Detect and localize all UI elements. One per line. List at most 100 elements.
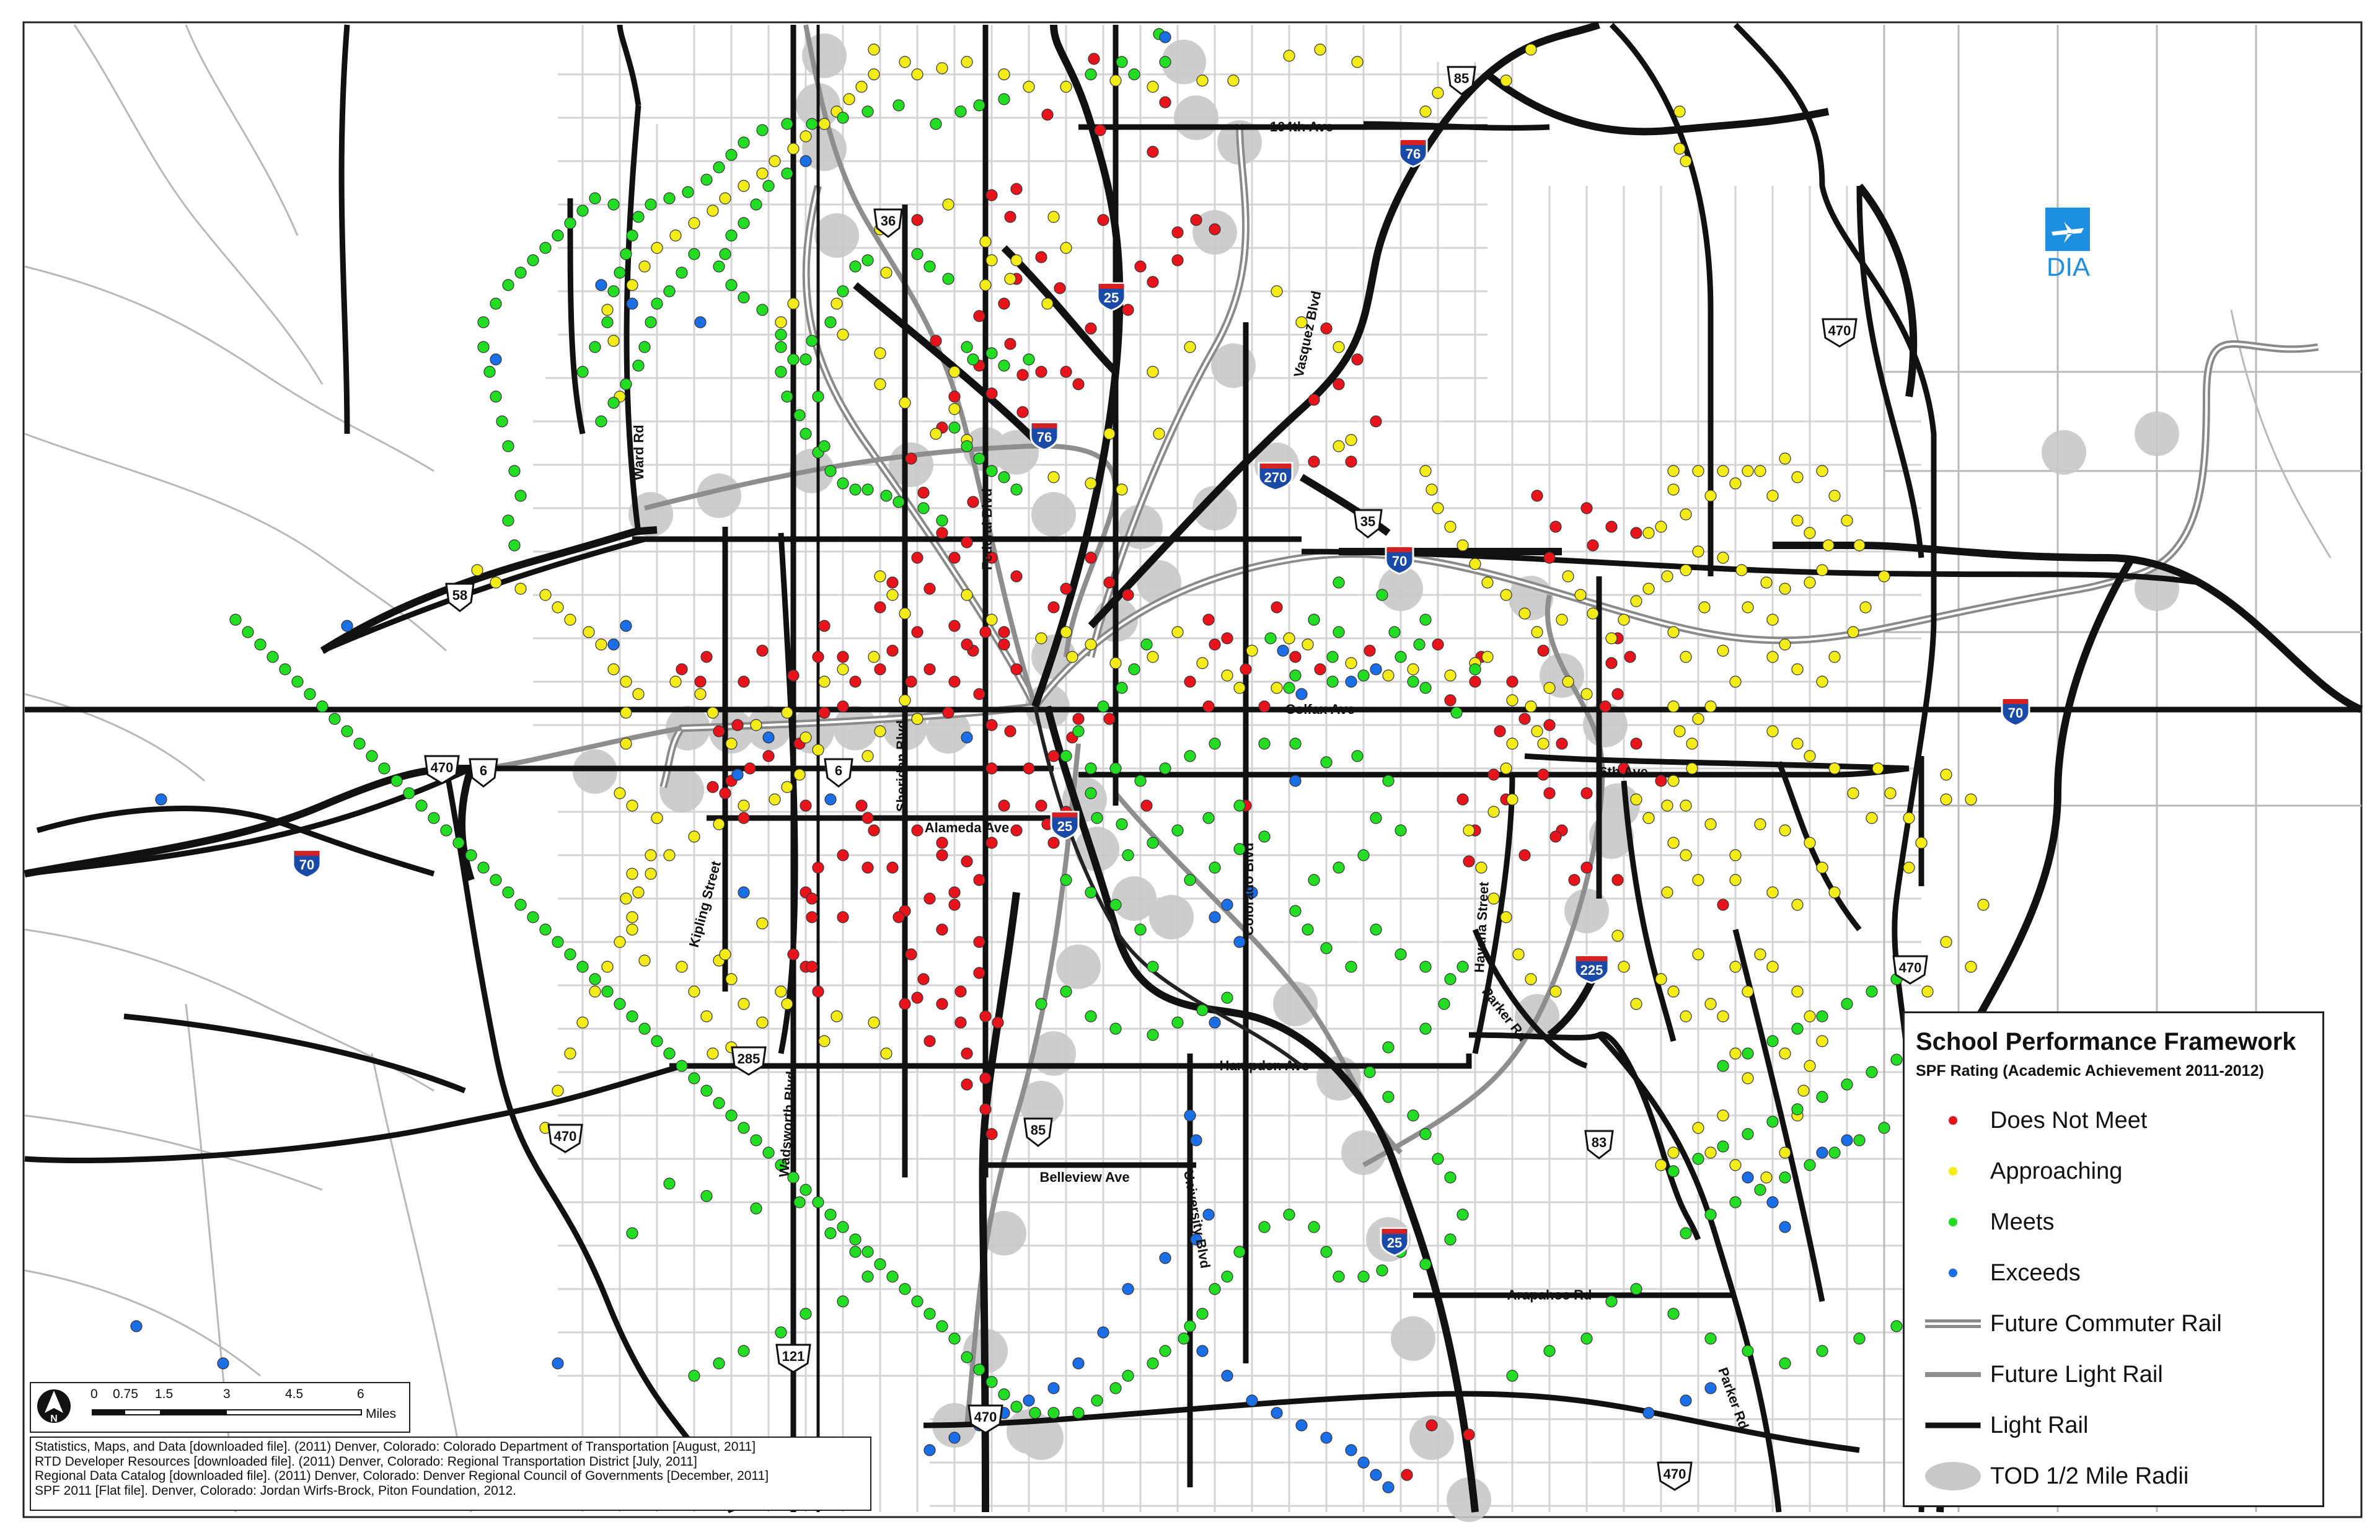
school-dot-meets: [1147, 961, 1159, 973]
school-dot-approaching: [1655, 521, 1667, 533]
school-dot-does-not-meet: [985, 719, 998, 731]
school-dot-meets: [1816, 1010, 1828, 1023]
school-dot-meets: [1667, 1165, 1680, 1177]
school-dot-approaching: [1611, 930, 1624, 942]
school-dot-does-not-meet: [1518, 713, 1531, 725]
legend-item-meets: Meets: [1916, 1197, 2311, 1247]
school-dot-approaching: [1921, 985, 1934, 998]
school-dot-meets: [1388, 626, 1401, 638]
scale-tick-label: 0: [90, 1387, 98, 1401]
school-dot-exceeds: [1277, 645, 1289, 657]
school-dot-approaching: [1518, 607, 1531, 620]
school-dot-meets: [601, 985, 614, 998]
school-dot-approaching: [1791, 899, 1804, 911]
school-dot-approaching: [1853, 539, 1866, 552]
school-dot-meets: [917, 502, 930, 514]
school-dot-meets: [1109, 762, 1122, 775]
school-dot-approaching: [787, 143, 800, 155]
school-dot-does-not-meet: [1364, 645, 1376, 657]
school-dot-does-not-meet: [985, 1128, 998, 1140]
school-dot-meets: [862, 105, 874, 118]
school-dot-meets: [700, 1085, 713, 1097]
legend-subtitle: SPF Rating (Academic Achievement 2011-20…: [1916, 1062, 2264, 1080]
legend-title: School Performance Framework: [1916, 1028, 2296, 1055]
school-dot-does-not-meet: [756, 645, 769, 657]
school-dot-approaching: [620, 675, 632, 688]
school-dot-approaching: [1729, 1159, 1742, 1171]
school-dot-meets: [465, 849, 477, 861]
school-dot-meets: [514, 266, 527, 279]
school-dot-does-not-meet: [1599, 700, 1611, 713]
school-dot-approaching: [1500, 74, 1512, 87]
school-dot-approaching: [1872, 762, 1884, 775]
school-dot-approaching: [868, 1016, 880, 1029]
school-dot-approaching: [1407, 663, 1419, 675]
school-dot-meets: [576, 366, 589, 378]
school-dot-does-not-meet: [1506, 675, 1518, 688]
shield-number: 83: [1592, 1135, 1606, 1150]
school-dot-meets: [1357, 1270, 1370, 1283]
school-dot-approaching: [607, 335, 620, 347]
school-dot-meets: [998, 93, 1010, 105]
school-dot-does-not-meet: [985, 837, 998, 849]
school-dot-approaching: [1804, 1010, 1816, 1023]
school-dot-meets: [1841, 998, 1853, 1010]
school-dot-approaching: [1432, 502, 1444, 514]
school-dot-does-not-meet: [948, 552, 961, 564]
school-dot-approaching: [942, 198, 954, 211]
school-dot-meets: [514, 899, 527, 911]
school-dot-meets: [254, 638, 267, 651]
school-dot-does-not-meet: [1469, 675, 1481, 688]
school-dot-approaching: [1500, 911, 1512, 923]
tod-radius: [833, 706, 878, 750]
school-dot-meets: [738, 291, 750, 304]
school-dot-does-not-meet: [936, 849, 948, 861]
school-dot-approaching: [862, 750, 874, 762]
school-dot-approaching: [1227, 74, 1240, 87]
school-dot-does-not-meet: [806, 892, 818, 905]
school-dot-meets: [1134, 923, 1147, 936]
school-dot-approaching: [614, 936, 626, 948]
school-dot-meets: [787, 353, 800, 366]
shield-number: 225: [1580, 962, 1603, 978]
school-dot-meets: [1233, 843, 1246, 855]
tod-radius: [2042, 430, 2086, 475]
school-dot-does-not-meet: [905, 452, 917, 465]
school-dot-does-not-meet: [1549, 830, 1562, 843]
school-dot-does-not-meet: [1085, 322, 1097, 335]
school-dot-exceeds: [1295, 1419, 1308, 1432]
school-dot-approaching: [1655, 1159, 1667, 1171]
school-dot-meets: [1320, 756, 1333, 768]
school-dot-does-not-meet: [700, 651, 713, 663]
school-dot-meets: [477, 316, 490, 328]
legend-label: Future Commuter Rail: [1990, 1310, 2222, 1337]
school-dot-does-not-meet: [923, 583, 936, 595]
school-dot-approaching: [1667, 700, 1680, 713]
school-dot-meets: [1320, 942, 1333, 954]
school-dot-meets: [985, 465, 998, 477]
school-dot-meets: [614, 266, 626, 279]
school-dot-meets: [1444, 1233, 1457, 1246]
school-dot-does-not-meet: [1035, 251, 1047, 263]
school-dot-approaching: [1680, 564, 1692, 576]
tod-radius: [1112, 876, 1157, 921]
school-dot-exceeds: [1680, 1394, 1692, 1407]
school-dot-meets: [1704, 1208, 1717, 1221]
school-dot-meets: [688, 1072, 700, 1085]
school-dot-approaching: [632, 688, 645, 700]
school-dot-approaching: [669, 675, 682, 688]
school-dot-approaching: [1704, 998, 1717, 1010]
school-dot-does-not-meet: [917, 973, 930, 985]
tod-radius: [2135, 411, 2179, 456]
school-dot-approaching: [1302, 638, 1314, 651]
school-dot-meets: [1419, 961, 1432, 973]
school-dot-approaching: [1760, 1171, 1773, 1184]
school-dot-approaching: [1729, 849, 1742, 861]
school-dot-does-not-meet: [1122, 304, 1134, 316]
school-dot-approaching: [1295, 316, 1308, 328]
shield-number: 36: [881, 213, 896, 229]
school-dot-meets: [1754, 1184, 1766, 1196]
school-dot-meets: [477, 861, 490, 874]
school-dot-approaching: [688, 985, 700, 998]
school-dot-meets: [390, 775, 403, 787]
